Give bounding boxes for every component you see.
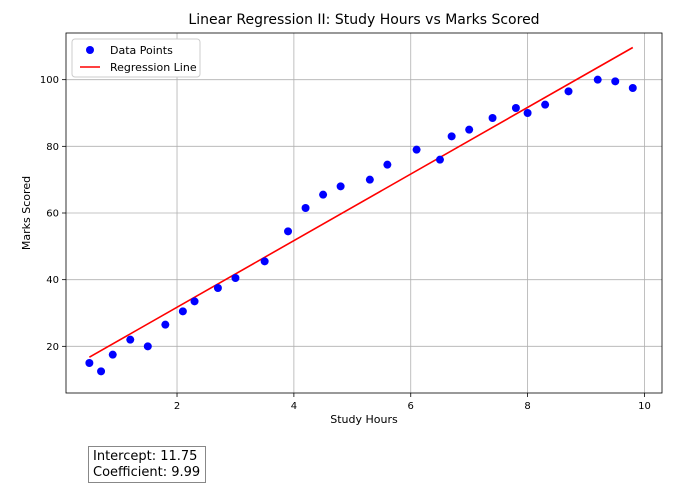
- data-point: [611, 77, 620, 86]
- data-point: [435, 155, 444, 164]
- data-point: [488, 114, 497, 122]
- y-tick-label: 80: [46, 142, 59, 153]
- data-point: [178, 307, 187, 316]
- data-point: [365, 175, 374, 184]
- y-axis-ticks: 20 40 60 80 100: [40, 75, 66, 353]
- legend-label-regression-line: Regression Line: [110, 61, 197, 74]
- data-point: [383, 160, 392, 169]
- regression-line-group: [88, 46, 634, 358]
- y-tick-label: 60: [46, 209, 59, 220]
- data-point: [541, 100, 550, 109]
- data-point: [447, 132, 456, 141]
- data-point: [126, 335, 135, 344]
- x-tick-label: 4: [291, 401, 297, 412]
- data-point: [190, 297, 199, 306]
- data-point: [593, 75, 602, 84]
- data-point: [260, 257, 269, 266]
- data-point: [319, 190, 328, 199]
- chart-title: Linear Regression II: Study Hours vs Mar…: [188, 12, 539, 28]
- legend-label-data-points: Data Points: [110, 44, 173, 57]
- x-axis-label: Study Hours: [330, 413, 398, 426]
- legend-marker-data-points: [86, 46, 94, 54]
- data-points: [85, 75, 637, 376]
- data-point: [465, 125, 474, 134]
- data-point: [628, 84, 637, 92]
- x-tick-label: 8: [524, 401, 530, 412]
- data-point: [511, 104, 520, 112]
- data-point: [143, 342, 152, 351]
- y-tick-label: 100: [40, 75, 59, 86]
- x-tick-label: 6: [408, 401, 414, 412]
- intercept-text: Intercept: 11.75: [93, 449, 198, 464]
- x-tick-label: 10: [638, 401, 651, 412]
- grid: [66, 33, 662, 393]
- data-point: [412, 145, 421, 154]
- x-tick-label: 2: [174, 401, 180, 412]
- x-axis-ticks: 2 4 6 8 10: [174, 393, 651, 412]
- coefficient-text: Coefficient: 9.99: [93, 465, 201, 480]
- data-point: [161, 320, 170, 329]
- data-point: [231, 274, 240, 282]
- legend-box: [71, 38, 201, 78]
- legend: Data Points Regression Line: [71, 38, 201, 78]
- y-axis-label: Marks Scored: [20, 176, 33, 250]
- data-point: [213, 284, 222, 292]
- y-tick-label: 20: [46, 342, 59, 353]
- data-point: [85, 359, 94, 367]
- regression-line: [88, 46, 634, 358]
- data-point: [108, 350, 117, 359]
- data-point: [523, 109, 532, 117]
- data-point: [564, 87, 573, 96]
- regression-stats-box: Intercept: 11.75 Coefficient: 9.99: [88, 446, 207, 483]
- scatter-chart: Linear Regression II: Study Hours vs Mar…: [20, 12, 663, 426]
- data-point: [336, 182, 345, 191]
- data-point: [301, 204, 310, 212]
- data-point: [284, 227, 293, 236]
- data-point: [97, 367, 106, 376]
- y-tick-label: 40: [46, 275, 59, 286]
